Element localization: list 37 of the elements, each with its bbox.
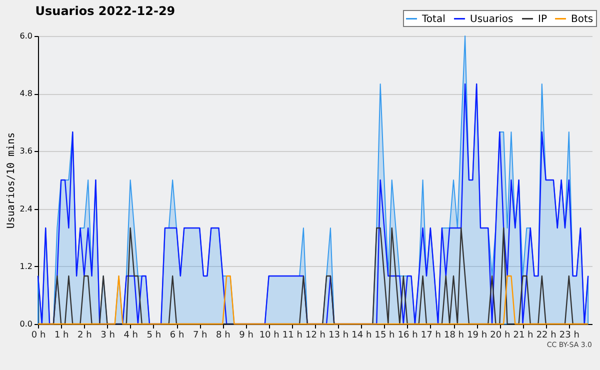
x-tick-label: 3 h: [100, 330, 115, 340]
x-tick-label: 16 h: [398, 330, 418, 340]
x-tick-label: 6 h: [170, 330, 184, 340]
x-tick-label: 4 h: [124, 330, 138, 340]
legend-label: IP: [538, 14, 547, 25]
y-tick-label: 0.0: [20, 320, 32, 328]
x-tick-label: 8 h: [216, 330, 230, 340]
x-tick-label: 11 h: [282, 330, 302, 340]
y-tick-label: 6.0: [20, 32, 32, 40]
x-tick-label: 10 h: [259, 330, 280, 340]
x-tick-label: 17 h: [420, 330, 441, 340]
y-tick-label: 2.4: [20, 204, 32, 214]
y-tick-label: 1.2: [20, 262, 32, 271]
line-series: [37, 83, 589, 325]
x-tick-label: 13 h: [328, 330, 349, 340]
legend-label: Bots: [571, 14, 594, 25]
x-tick-label: 12 h: [305, 330, 326, 340]
x-tick-label: 2 h: [78, 330, 92, 340]
x-tick-label: 18 h: [444, 330, 464, 340]
x-tick-label: 20 h: [490, 330, 510, 340]
y-tick-label: 3.6: [20, 146, 32, 156]
x-tick-label: 15 h: [374, 330, 395, 340]
x-tick-label: 7 h: [192, 330, 208, 340]
x-tick-label: 21 h: [513, 330, 534, 340]
x-tick-label: 0 h: [31, 330, 46, 340]
x-tick-label: 23 h: [559, 330, 580, 340]
x-tick-label: 9 h: [239, 330, 254, 340]
legend-label: Total: [421, 14, 446, 25]
x-tick-label: 19 h: [467, 330, 488, 340]
y-axis-title: Usuarios/10 mins: [6, 132, 17, 229]
x-tick-label: 5 h: [146, 330, 162, 340]
legend-label: Usuarios: [470, 14, 514, 25]
x-tick-label: 14 h: [352, 330, 372, 340]
chart-title: Usuarios 2022-12-29: [35, 4, 176, 18]
x-tick-label: 22 h: [536, 330, 556, 340]
y-tick-label: 4.8: [20, 89, 32, 98]
x-tick-label: 1 h: [54, 330, 69, 340]
